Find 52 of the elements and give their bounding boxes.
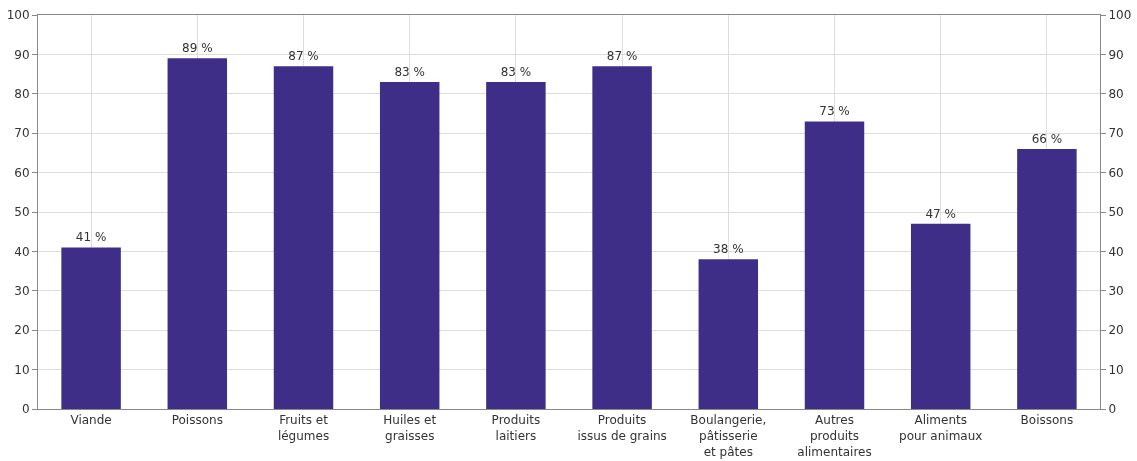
y-tick-label: 30 [14, 284, 30, 298]
bar [379, 81, 440, 409]
x-tick-label: Boulangerie, pâtisserie et pâtes [690, 413, 767, 459]
x-tick-label: Boissons [1020, 413, 1074, 428]
bar [273, 66, 334, 409]
data-label: 41 % [75, 230, 107, 245]
y2-tick-label: 90 [1108, 47, 1124, 62]
y2-tick-label: 30 [1108, 284, 1124, 298]
y2-tick-label: 60 [1108, 165, 1124, 180]
bar [592, 66, 652, 409]
y2-tick-label: 0 [1108, 402, 1117, 417]
x-tick-label: Produits laitiers [491, 413, 541, 443]
y-tick-label: 20 [14, 323, 30, 338]
y-tick-label: 50 [14, 205, 30, 220]
x-tick-label: Produits issus de grains [577, 413, 667, 443]
y2-tick-label: 40 [1108, 244, 1124, 259]
y2-tick-label: 10 [1108, 362, 1124, 377]
data-label: 87 % [288, 49, 319, 64]
y2-tick-label: 20 [1108, 323, 1124, 338]
y-tick-label: 60 [14, 165, 30, 180]
y-tick-label: 0 [21, 402, 30, 417]
data-label: 66 % [1031, 131, 1063, 146]
y-tick-label: 90 [14, 47, 30, 62]
data-label: 89 % [182, 41, 213, 56]
bar [61, 247, 121, 409]
y-tick-label: 80 [14, 87, 30, 101]
x-tick-label: Huiles et graisses [383, 413, 437, 443]
bar [486, 81, 546, 409]
y-tick-label: 10 [14, 362, 30, 377]
bar [1017, 148, 1077, 409]
x-tick-label: Viande [70, 413, 112, 428]
data-label: 83 % [500, 64, 532, 79]
y2-tick-label: 50 [1108, 205, 1124, 220]
y-tick-label: 70 [14, 126, 30, 141]
bar [910, 223, 971, 409]
y-tick-label: 40 [14, 244, 30, 259]
bar [804, 121, 865, 409]
data-label: 73 % [819, 104, 850, 119]
data-label: 38 % [713, 242, 744, 257]
data-label: 83 % [394, 64, 425, 79]
bar [167, 58, 228, 409]
data-label: 47 % [925, 206, 956, 221]
x-tick-label: Aliments pour animaux [899, 413, 983, 443]
y2-tick-label: 70 [1108, 126, 1124, 141]
bar [698, 259, 759, 409]
x-tick-label: Fruits et légumes [277, 413, 330, 443]
y-tick-label: 100 [6, 8, 30, 23]
y2-tick-label: 80 [1108, 87, 1124, 101]
x-tick-label: Autres produits alimentaires [797, 413, 872, 459]
x-tick-label: Poissons [171, 413, 223, 428]
y2-tick-label: 100 [1108, 8, 1132, 23]
data-label: 87 % [606, 49, 638, 64]
